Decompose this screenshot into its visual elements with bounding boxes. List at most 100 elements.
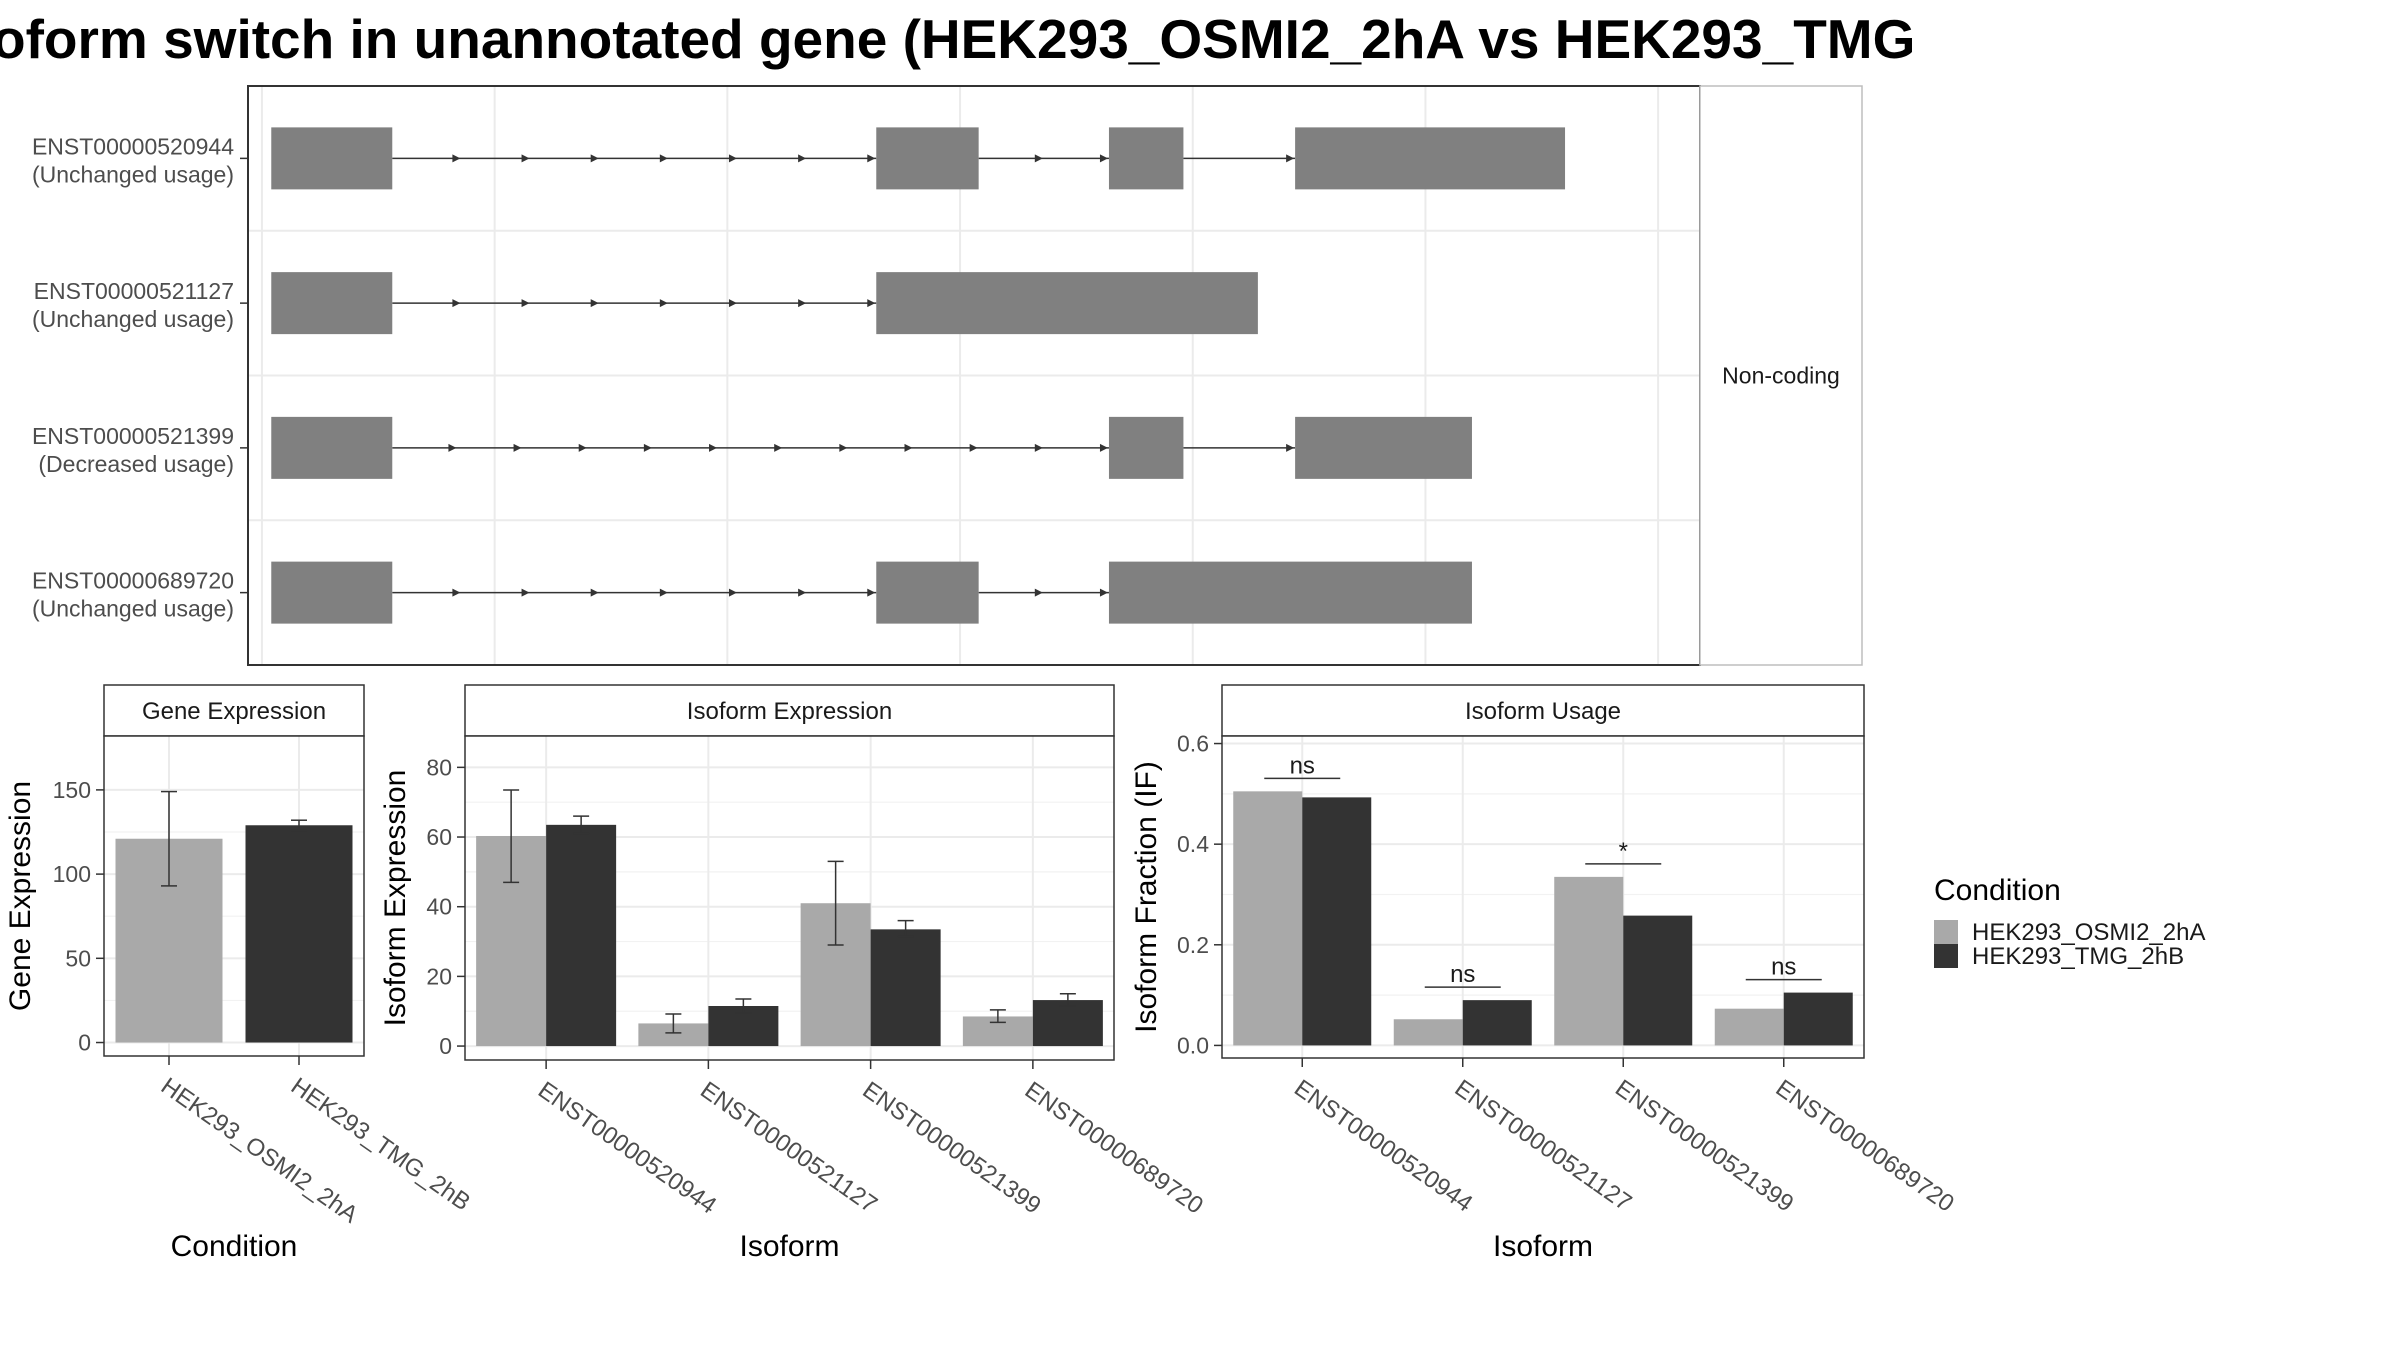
- exon-box: [876, 561, 979, 624]
- y-tick-label: 0: [78, 1030, 91, 1056]
- intron-direction-arrow: [452, 299, 461, 308]
- intron-direction-arrow: [1099, 443, 1108, 452]
- x-tick-label: ENST00000689720: [1771, 1075, 1959, 1218]
- bar: [245, 825, 353, 1043]
- bar: [546, 824, 617, 1047]
- intron-direction-arrow: [448, 443, 457, 452]
- y-axis-title: Gene Expression: [4, 781, 37, 1011]
- exon-box: [876, 272, 1258, 335]
- exon-box: [271, 272, 393, 335]
- intron-direction-arrow: [709, 443, 718, 452]
- intron-direction-arrow: [578, 443, 587, 452]
- intron-direction-arrow: [1286, 154, 1295, 163]
- x-axis-title: Isoform: [1493, 1230, 1593, 1263]
- x-tick-label: ENST00000689720: [1020, 1077, 1208, 1220]
- bar: [1714, 1008, 1784, 1046]
- gene-expression-strip: [103, 684, 365, 737]
- intron-direction-arrow: [798, 299, 807, 308]
- transcript-usage-label: (Unchanged usage): [32, 161, 234, 187]
- bar: [1623, 915, 1693, 1046]
- bar: [1554, 876, 1624, 1046]
- intron-direction-arrow: [728, 299, 737, 308]
- legend-swatch: [1934, 944, 1958, 968]
- bar: [1462, 1000, 1532, 1046]
- bar: [1302, 797, 1372, 1046]
- intron-direction-arrow: [1286, 443, 1295, 452]
- exon-box: [1108, 416, 1184, 479]
- x-axis-title: Isoform: [739, 1230, 839, 1263]
- legend-entry-label: HEK293_OSMI2_2hA: [1972, 919, 2205, 946]
- transcript-id-label: ENST00000521399: [32, 423, 234, 449]
- intron-direction-arrow: [798, 588, 807, 597]
- exon-box: [271, 561, 393, 624]
- intron-direction-arrow: [1099, 588, 1108, 597]
- intron-direction-arrow: [839, 443, 848, 452]
- y-tick-label: 60: [426, 824, 452, 850]
- isoform-usage-strip-title: Isoform Usage: [1465, 698, 1621, 725]
- isoform-usage-panel: Isoform UsagensENST00000520944nsENST0000…: [1130, 684, 1959, 1263]
- y-tick-label: 0.6: [1177, 731, 1209, 757]
- y-tick-label: 0.2: [1177, 932, 1209, 958]
- intron-direction-arrow: [867, 588, 876, 597]
- intron-direction-arrow: [774, 443, 783, 452]
- significance-label: ns: [1771, 954, 1796, 981]
- exon-box: [1108, 561, 1472, 624]
- intron-direction-arrow: [521, 588, 530, 597]
- x-tick-label: ENST00000521127: [695, 1077, 882, 1219]
- intron-direction-arrow: [590, 588, 599, 597]
- intron-direction-arrow: [1034, 588, 1043, 597]
- significance-label: ns: [1450, 961, 1475, 988]
- intron-direction-arrow: [728, 588, 737, 597]
- exon-box: [1295, 416, 1472, 479]
- intron-direction-arrow: [452, 154, 461, 163]
- x-tick-label: ENST00000521127: [1450, 1075, 1637, 1217]
- intron-direction-arrow: [590, 299, 599, 308]
- transcript-id-label: ENST00000689720: [32, 568, 234, 594]
- intron-direction-arrow: [452, 588, 461, 597]
- y-tick-label: 40: [426, 894, 452, 920]
- intron-direction-arrow: [728, 154, 737, 163]
- exon-box: [1295, 127, 1566, 190]
- intron-direction-arrow: [1034, 154, 1043, 163]
- y-tick-label: 0.4: [1177, 831, 1209, 857]
- transcript-id-label: ENST00000520944: [32, 133, 234, 159]
- bar: [870, 929, 941, 1047]
- bar: [1233, 791, 1303, 1046]
- transcript-usage-label: (Unchanged usage): [32, 306, 234, 332]
- y-tick-label: 100: [53, 861, 91, 887]
- gene-structure-panel: ENST00000520944(Unchanged usage)ENST0000…: [32, 85, 1863, 666]
- legend-entry-label: HEK293_TMG_2hB: [1972, 943, 2184, 970]
- intron-direction-arrow: [659, 588, 668, 597]
- significance-label: ns: [1290, 752, 1315, 779]
- exon-box: [271, 127, 393, 190]
- transcript-usage-label: (Decreased usage): [38, 451, 234, 477]
- significance-label: *: [1619, 838, 1628, 865]
- x-tick-label: ENST00000520944: [533, 1077, 721, 1220]
- facet-strip-label: Non-coding: [1722, 363, 1840, 389]
- y-tick-label: 80: [426, 754, 452, 780]
- intron-direction-arrow: [904, 443, 913, 452]
- intron-direction-arrow: [643, 443, 652, 452]
- isoform-expression-strip-title: Isoform Expression: [687, 698, 892, 725]
- isoform-expression-panel: Isoform ExpressionENST00000520944ENST000…: [379, 684, 1208, 1263]
- y-axis-title: Isoform Fraction (IF): [1130, 761, 1163, 1033]
- facet-strip: [1699, 85, 1863, 666]
- gene-expression-strip-title: Gene Expression: [142, 698, 326, 725]
- isoform-usage-plot-frame: [1221, 735, 1865, 1059]
- legend-title: Condition: [1934, 874, 2061, 907]
- intron-direction-arrow: [521, 299, 530, 308]
- exon-box: [271, 416, 393, 479]
- figure-title: oform switch in unannotated gene (HEK293…: [0, 8, 1915, 70]
- intron-direction-arrow: [1099, 154, 1108, 163]
- intron-direction-arrow: [969, 443, 978, 452]
- bar: [1783, 992, 1853, 1046]
- isoform-expression-strip: [464, 684, 1115, 737]
- bar: [1393, 1019, 1463, 1046]
- intron-direction-arrow: [590, 154, 599, 163]
- bar: [1032, 1000, 1103, 1047]
- intron-direction-arrow: [659, 154, 668, 163]
- transcript-usage-label: (Unchanged usage): [32, 596, 234, 622]
- y-tick-label: 50: [65, 945, 91, 971]
- x-tick-label: ENST00000521399: [858, 1077, 1046, 1220]
